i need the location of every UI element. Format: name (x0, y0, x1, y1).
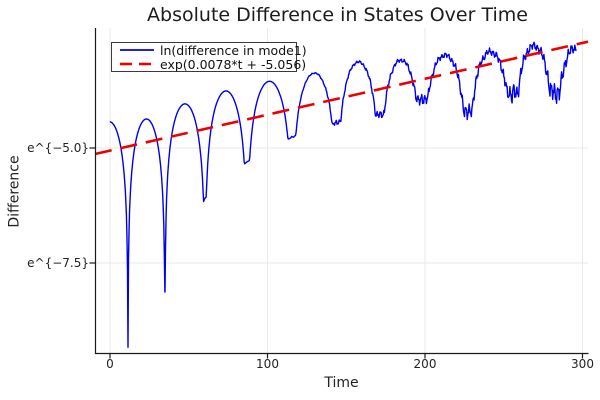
legend-entry-data-series: ln(difference in mode1) (118, 44, 307, 57)
x-axis-label: Time (324, 375, 359, 391)
x-tick-label-300: 300 (571, 357, 594, 371)
legend-entry-fit-line: exp(0.0078*t + -5.056) (118, 58, 306, 71)
x-tick-label-100: 100 (256, 357, 279, 371)
x-tick-label-0: 0 (106, 357, 114, 371)
x-tick-label-200: 200 (413, 357, 437, 371)
legend-label-series2: exp(0.0078*t + -5.056) (160, 56, 307, 72)
data-series-line (109, 41, 577, 348)
y-tick-label-e-7.5: e^{−7.5} (27, 256, 89, 270)
legend-line-solid-icon (120, 49, 154, 51)
legend-line-dashed-icon (120, 62, 154, 66)
y-tick-label-e-5.0: e^{−5.0} (27, 141, 89, 155)
fit-line (94, 40, 589, 156)
legend: ln(difference in mode1) exp(0.0078*t + -… (111, 42, 307, 72)
legend-label-series1: ln(difference in mode1) (160, 42, 307, 58)
y-axis-label: Difference (6, 155, 23, 228)
chart-title: Absolute Difference in States Over Time (147, 4, 528, 26)
